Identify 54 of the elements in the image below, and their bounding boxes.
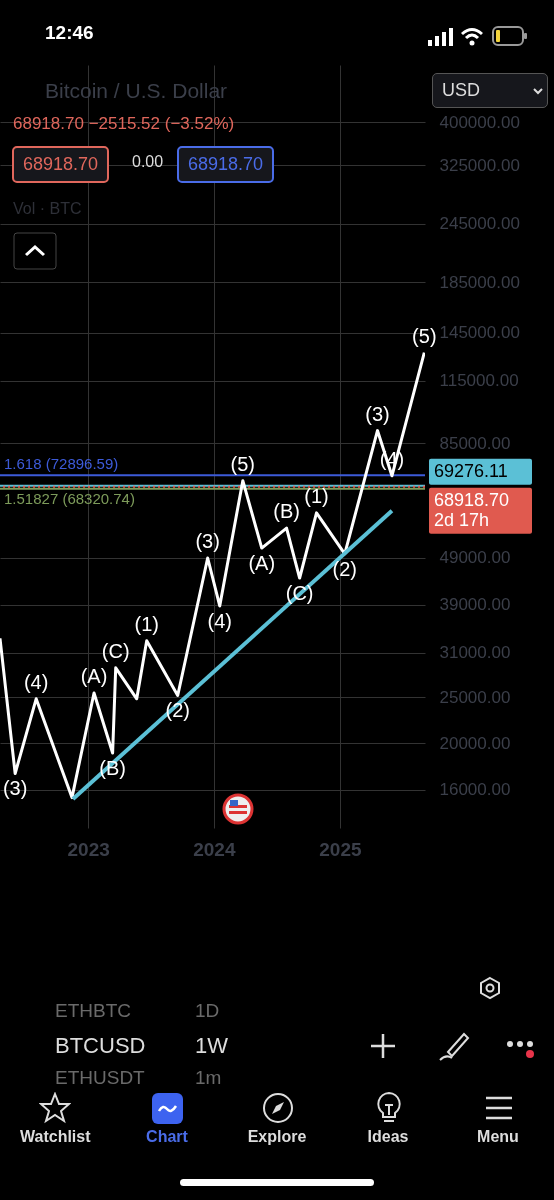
text: USD xyxy=(432,73,548,108)
annotation: (3) xyxy=(365,402,390,425)
annotation: (3) xyxy=(195,530,220,552)
ref-line-label: 68918.70 2d 17h xyxy=(434,489,510,530)
y-tick-label: 25000.00 xyxy=(439,687,511,707)
line-series xyxy=(0,351,425,800)
y-tick-label: 115000.00 xyxy=(439,371,519,391)
annotation: (2) xyxy=(332,557,357,580)
x-tick-label: 2023 xyxy=(67,838,110,860)
annotation: 68918.70 xyxy=(177,146,275,183)
annotation: 0.00 xyxy=(132,153,164,171)
ref-line-label: 1.51827 (68320.74) xyxy=(4,489,135,507)
annotation: (3) xyxy=(2,777,28,800)
annotation: (4) xyxy=(23,670,49,693)
y-tick-label: 325000.00 xyxy=(439,155,520,175)
y-tick-label: 31000.00 xyxy=(439,643,511,663)
annotation: (A) xyxy=(80,665,108,688)
x-tick-label: 2024 xyxy=(193,838,236,860)
annotation: (1) xyxy=(304,484,329,507)
text: 68918.70 −2515.52 (−3.52%) xyxy=(13,114,235,134)
text: 12:46 xyxy=(45,22,94,44)
y-tick-label: 85000.00 xyxy=(439,433,511,453)
text: ETHBTC xyxy=(55,1000,131,1022)
text: BTCUSD xyxy=(55,1033,146,1059)
annotation: (1) xyxy=(134,612,159,635)
text: 1D xyxy=(195,1000,220,1022)
text: Ideas xyxy=(366,1128,410,1146)
annotation: (B) xyxy=(273,500,300,523)
y-tick-label: 16000.00 xyxy=(439,780,511,800)
text: Menu xyxy=(476,1128,520,1146)
text: 1m xyxy=(195,1067,222,1089)
text: ETHUSDT xyxy=(55,1067,145,1089)
annotation: (4) xyxy=(207,609,232,632)
y-tick-label: 185000.00 xyxy=(439,272,520,292)
ref-line-label: 69276.11 xyxy=(434,460,508,481)
annotation: 68918.70 xyxy=(12,146,110,183)
y-tick-label: 145000.00 xyxy=(439,323,520,343)
y-tick-label: 49000.00 xyxy=(439,548,511,568)
text: Watchlist xyxy=(20,1128,91,1146)
annotation: (5) xyxy=(230,452,256,475)
y-tick-label: 39000.00 xyxy=(439,595,511,615)
annotation: (5) xyxy=(412,324,437,347)
annotation: Vol · BTC xyxy=(13,200,82,218)
ref-line-label: 1.618 (72896.59) xyxy=(4,455,119,473)
text: Chart xyxy=(145,1128,189,1146)
annotation: (C) xyxy=(101,639,130,662)
y-tick-label: 400000.00 xyxy=(439,112,520,132)
text: Explore xyxy=(246,1128,308,1146)
annotation: (A) xyxy=(248,552,276,575)
x-tick-label: 2025 xyxy=(319,838,362,860)
text: 1W xyxy=(195,1033,228,1059)
y-tick-label: 245000.00 xyxy=(439,214,520,234)
text: Bitcoin / U.S. Dollar xyxy=(45,79,228,103)
y-tick-label: 20000.00 xyxy=(439,733,511,753)
